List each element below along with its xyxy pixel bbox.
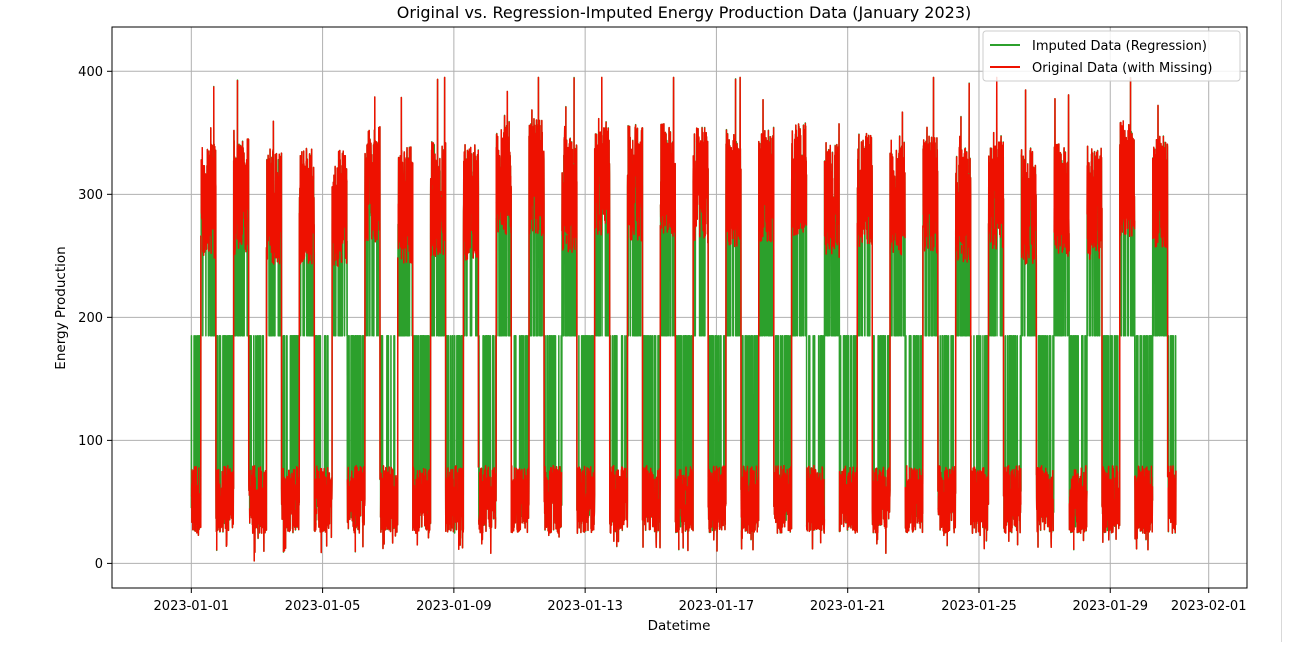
y-tick-label: 300 [78, 188, 103, 203]
y-axis-label: Energy Production [53, 246, 69, 369]
axis-ticks: 2023-01-01 2023-01-05 2023-01-09 2023-01-13… [78, 65, 1246, 614]
plot-frame [111, 26, 1248, 589]
series-layer [190, 76, 1177, 562]
y-tick-label: 400 [78, 65, 103, 80]
y-tick-label: 200 [78, 311, 103, 326]
y-tick-label: 0 [95, 557, 103, 572]
y-tick-label: 100 [78, 434, 103, 449]
x-tick-label: 2023-01-25 [941, 599, 1017, 614]
legend: Imputed Data (Regression) Original Data … [982, 30, 1241, 82]
x-axis-label: Datetime [648, 618, 711, 634]
legend-label-original: Original Data (with Missing) [1032, 61, 1213, 76]
x-tick-label: 2023-01-17 [679, 599, 755, 614]
legend-label-imputed: Imputed Data (Regression) [1032, 39, 1207, 54]
x-tick-label: 2023-01-29 [1072, 599, 1148, 614]
x-tick-label: 2023-02-01 [1171, 599, 1247, 614]
x-tick-label: 2023-01-01 [154, 599, 230, 614]
chart-title: Original vs. Regression-Imputed Energy P… [397, 3, 971, 22]
window-edge [1281, 0, 1296, 642]
x-tick-label: 2023-01-05 [285, 599, 361, 614]
x-tick-label: 2023-01-09 [416, 599, 492, 614]
legend-box [982, 30, 1241, 82]
series-original-line [190, 76, 1177, 562]
x-tick-label: 2023-01-13 [547, 599, 623, 614]
x-tick-label: 2023-01-21 [810, 599, 886, 614]
